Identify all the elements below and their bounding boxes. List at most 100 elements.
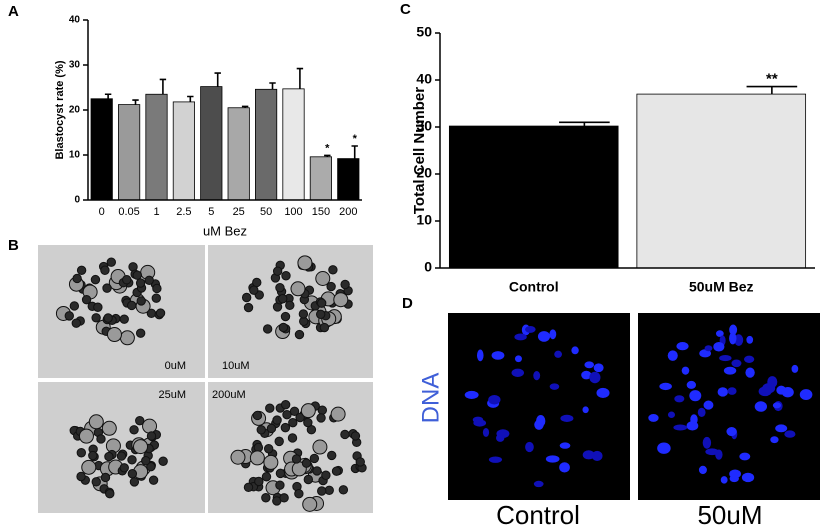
nucleus — [690, 414, 698, 425]
embryo — [78, 428, 94, 444]
bar — [145, 93, 168, 201]
embryo — [96, 434, 106, 444]
nucleus — [686, 380, 697, 389]
y-tick-label: 20 — [416, 165, 432, 181]
embryo — [88, 450, 98, 461]
y-tick-label: 10 — [69, 150, 81, 161]
nucleus — [702, 436, 712, 449]
embryo — [289, 406, 300, 416]
nucleus — [676, 342, 689, 351]
nucleus — [545, 455, 560, 463]
embryo — [316, 413, 326, 423]
nucleus — [775, 424, 788, 433]
nucleus — [593, 363, 604, 373]
embryo — [282, 409, 292, 420]
nucleus — [533, 480, 544, 488]
error-bar — [746, 85, 798, 95]
embryo — [132, 270, 143, 280]
embryo — [252, 277, 262, 288]
nucleus — [784, 430, 796, 438]
embryo — [91, 313, 101, 323]
nucleus — [781, 387, 794, 398]
nucleus — [496, 429, 510, 439]
embryo — [287, 433, 298, 443]
embryo — [253, 442, 264, 453]
nucleus — [772, 402, 782, 409]
embryo — [281, 271, 291, 281]
embryo — [135, 328, 146, 338]
error-bar — [187, 95, 194, 102]
nucleus — [549, 329, 557, 340]
embryo — [81, 459, 97, 475]
embryo — [135, 415, 145, 426]
image-label: 50uM — [697, 500, 762, 530]
nucleus — [525, 325, 536, 333]
nucleus — [729, 469, 741, 479]
embryo — [76, 265, 87, 276]
y-tick-label: 10 — [416, 212, 432, 228]
nucleus — [729, 324, 738, 336]
nucleus — [514, 355, 522, 363]
x-tick-label: 50uM Bez — [689, 279, 754, 295]
embryo — [135, 278, 146, 288]
nucleus — [511, 368, 525, 377]
nucleus — [703, 400, 714, 410]
nucleus — [746, 335, 754, 344]
nucleus — [739, 452, 751, 461]
embryo — [101, 420, 117, 436]
embryo — [249, 450, 265, 466]
nucleus — [596, 387, 610, 398]
nucleus — [754, 401, 768, 412]
nucleus — [491, 351, 505, 360]
bar — [448, 125, 619, 269]
nucleus — [472, 416, 484, 423]
significance-label: ** — [766, 71, 778, 88]
embryo — [90, 274, 101, 285]
embryo — [316, 298, 327, 308]
embryo — [141, 456, 151, 466]
nucleus — [533, 371, 541, 381]
nucleus — [571, 346, 579, 355]
embryo — [333, 292, 349, 308]
embryo — [272, 266, 283, 276]
nucleus — [791, 364, 799, 373]
error-bar — [132, 99, 139, 105]
x-tick-label: 25 — [233, 206, 245, 218]
embryo — [275, 282, 285, 293]
nucleus — [464, 390, 479, 399]
nucleus — [674, 395, 685, 403]
nucleus — [720, 476, 728, 484]
bar — [337, 158, 360, 201]
embryo — [340, 279, 350, 290]
x-tick-label: 50 — [260, 206, 272, 218]
significance-label: * — [353, 133, 358, 145]
x-tick-label: 2.5 — [176, 206, 191, 218]
embryo — [230, 449, 246, 465]
image-label: 200uM — [212, 389, 246, 401]
nucleus — [667, 350, 678, 361]
error-bar — [296, 67, 304, 89]
embryo — [297, 255, 313, 271]
embryo — [119, 463, 129, 473]
embryo — [294, 489, 304, 499]
micrograph — [208, 245, 373, 378]
embryo — [136, 296, 146, 306]
micrograph — [38, 382, 205, 513]
panel-label: A — [8, 3, 19, 20]
image-label: 10uM — [222, 360, 250, 372]
x-tick-label: 150 — [312, 206, 330, 218]
nucleus — [726, 427, 737, 437]
embryo — [254, 476, 264, 487]
nucleus — [719, 354, 732, 362]
embryo — [338, 485, 349, 495]
bar — [172, 101, 195, 201]
embryo — [261, 472, 272, 482]
embryo — [72, 273, 82, 284]
nucleus — [729, 332, 737, 345]
fluorescence-image — [638, 313, 820, 500]
embryo — [106, 257, 116, 267]
panel-label: B — [8, 237, 19, 254]
x-tick-label: Control — [509, 279, 559, 295]
embryo — [146, 461, 156, 472]
embryo — [152, 283, 162, 294]
